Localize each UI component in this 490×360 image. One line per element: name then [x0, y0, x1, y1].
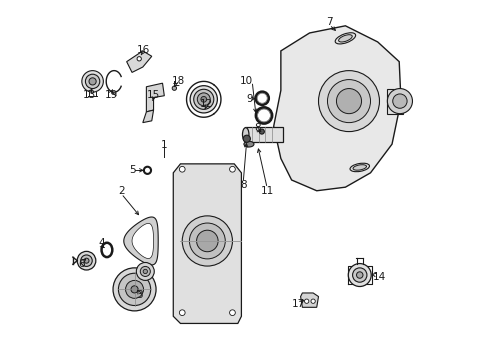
Text: 8: 8	[254, 123, 261, 133]
Ellipse shape	[244, 141, 254, 147]
Circle shape	[182, 216, 232, 266]
Circle shape	[318, 71, 379, 132]
Circle shape	[337, 89, 362, 114]
Circle shape	[136, 262, 154, 280]
Text: 13: 13	[82, 90, 96, 100]
Circle shape	[357, 272, 363, 278]
Circle shape	[201, 96, 207, 102]
Ellipse shape	[350, 163, 369, 172]
Circle shape	[125, 280, 144, 298]
Polygon shape	[173, 164, 242, 323]
Circle shape	[89, 78, 96, 85]
Circle shape	[393, 94, 407, 108]
Circle shape	[259, 129, 265, 134]
Circle shape	[84, 258, 89, 263]
Circle shape	[230, 310, 235, 316]
Circle shape	[85, 74, 100, 89]
Text: 1: 1	[161, 140, 168, 150]
Text: 18: 18	[172, 76, 185, 86]
Ellipse shape	[335, 33, 356, 44]
Text: 8: 8	[240, 180, 246, 190]
Text: 11: 11	[261, 186, 274, 196]
Polygon shape	[274, 26, 401, 191]
Circle shape	[388, 89, 413, 114]
Text: 16: 16	[137, 45, 150, 55]
Polygon shape	[126, 51, 152, 72]
Text: 15: 15	[147, 90, 160, 100]
Circle shape	[196, 230, 218, 252]
Circle shape	[327, 80, 370, 123]
Circle shape	[131, 286, 138, 293]
Circle shape	[197, 93, 210, 106]
Ellipse shape	[243, 128, 249, 141]
Circle shape	[194, 89, 214, 109]
Text: 10: 10	[240, 76, 253, 86]
Text: 17: 17	[292, 300, 305, 310]
Bar	[387, 89, 403, 114]
Bar	[74, 158, 245, 330]
Polygon shape	[300, 293, 318, 307]
Text: 3: 3	[136, 291, 143, 301]
Text: 19: 19	[104, 90, 118, 100]
Circle shape	[172, 86, 176, 90]
Ellipse shape	[339, 35, 352, 42]
Circle shape	[230, 166, 235, 172]
Circle shape	[119, 273, 151, 306]
Circle shape	[77, 251, 96, 270]
Circle shape	[137, 57, 141, 61]
Circle shape	[190, 86, 218, 113]
Circle shape	[348, 264, 371, 287]
Circle shape	[311, 299, 315, 303]
Circle shape	[82, 71, 103, 92]
Text: 7: 7	[326, 17, 333, 27]
Text: 6: 6	[78, 259, 85, 269]
Text: 5: 5	[129, 165, 135, 175]
Polygon shape	[147, 83, 164, 112]
Circle shape	[179, 310, 185, 316]
Text: 2: 2	[118, 186, 124, 196]
Circle shape	[179, 166, 185, 172]
Circle shape	[113, 268, 156, 311]
Text: 4: 4	[98, 238, 105, 248]
Circle shape	[143, 269, 147, 274]
Circle shape	[304, 299, 309, 303]
Bar	[245, 127, 283, 142]
Circle shape	[243, 135, 250, 142]
Text: 9: 9	[246, 94, 253, 104]
Polygon shape	[143, 110, 153, 123]
Circle shape	[81, 255, 92, 266]
Text: 14: 14	[373, 272, 386, 282]
Circle shape	[140, 266, 150, 276]
Circle shape	[190, 223, 225, 259]
Text: 12: 12	[199, 99, 213, 109]
Ellipse shape	[353, 165, 367, 170]
Circle shape	[353, 268, 367, 282]
Polygon shape	[124, 217, 158, 265]
Polygon shape	[132, 224, 153, 258]
